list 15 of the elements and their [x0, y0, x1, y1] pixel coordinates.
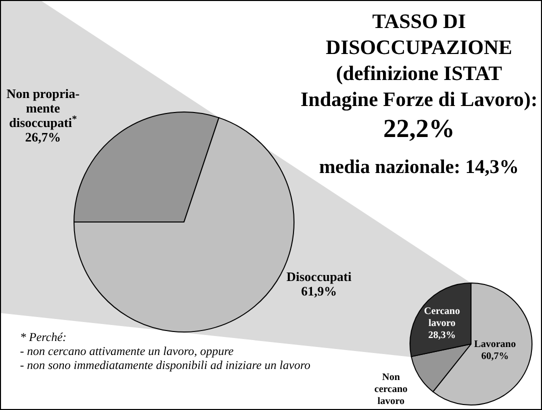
data-label: 26,7% — [25, 130, 61, 144]
text: - non sono immediatamente disponibili ad iniziare un lavoro — [20, 358, 310, 372]
text: TASSO DI DISOCCUPAZIONE (definizione ISTAT Indagine Forze di Lavoro): — [300, 11, 538, 111]
slice-label: Cercano lavoro — [424, 306, 460, 329]
slice-label: Disoccupati — [286, 269, 352, 284]
text: 22,2% — [383, 114, 455, 143]
text: - non cercano attivamente un lavoro, oppure — [20, 344, 234, 358]
slice-label: Non propria-mente disoccupati$^{*}$ — [6, 86, 80, 130]
data-label: 61,9% — [301, 284, 337, 298]
slice-label: Lavorano — [474, 339, 516, 350]
slice-label: Non cercano lavoro — [374, 372, 408, 407]
data-label: 60,7% — [481, 351, 509, 362]
text: * Perché: — [20, 330, 67, 344]
data-label: 28,3% — [428, 330, 456, 341]
text: media nazionale: 14,3% — [319, 157, 519, 178]
